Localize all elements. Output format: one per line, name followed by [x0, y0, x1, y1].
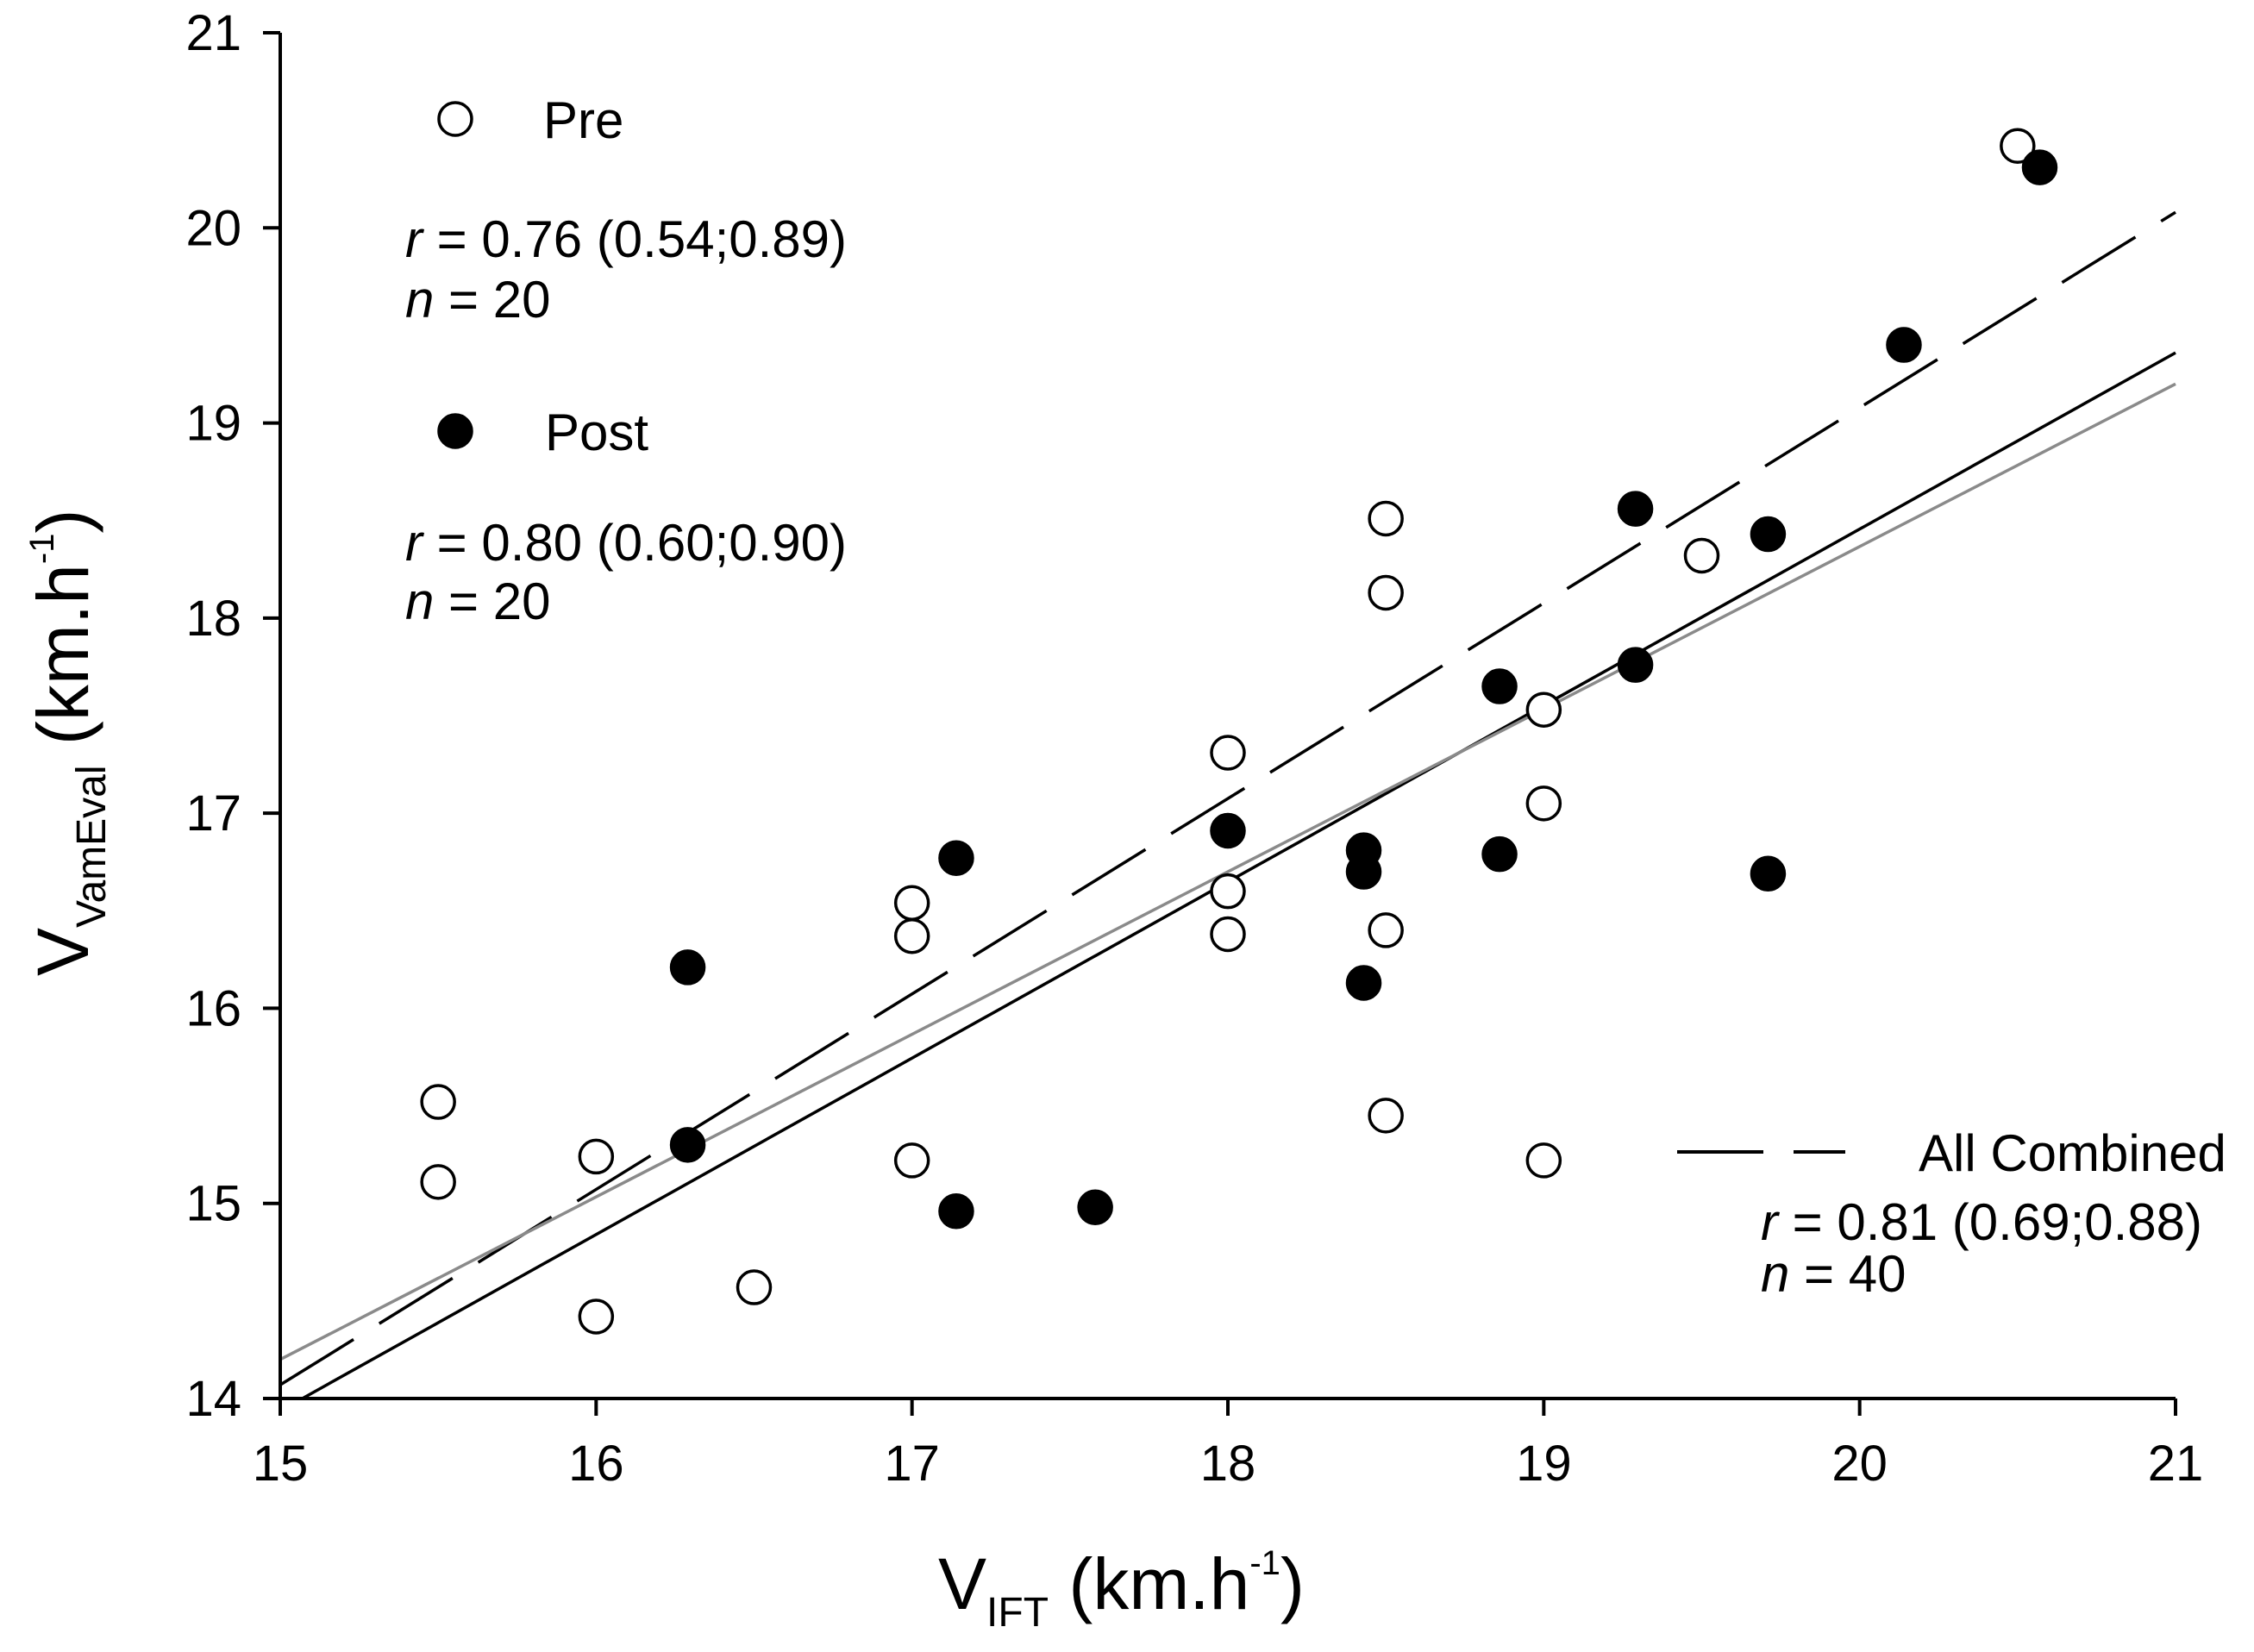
regression-lines	[279, 210, 2176, 1400]
x-axis-title: VIFT (km.h-1)	[938, 1543, 1305, 1636]
y-tick-label: 20	[185, 200, 241, 256]
x-tick-label: 21	[2148, 1436, 2204, 1492]
pre-data-point	[2000, 128, 2036, 164]
post-data-point	[1617, 491, 1654, 527]
y-tick-label: 17	[185, 785, 241, 842]
legend-pre-r-stat: r = 0.76 (0.54;0.89)	[405, 210, 847, 268]
legend-combined-n-stat: n = 40	[1761, 1245, 1907, 1303]
y-axis-title: VVamEval (km.h-1)	[22, 510, 115, 976]
legend-pre-marker	[437, 101, 473, 137]
pre-data-point	[1368, 1098, 1404, 1134]
pre-data-point	[893, 885, 930, 921]
post-data-point	[669, 1127, 706, 1163]
pre-data-point	[893, 1142, 930, 1179]
post-data-point	[1750, 516, 1787, 553]
legend-post-label: Post	[545, 404, 648, 461]
pre-data-point	[1525, 691, 1562, 728]
legend-post-marker	[437, 413, 473, 449]
regression-line-all-combined	[279, 382, 2176, 1361]
legend-post-r-stat: r = 0.80 (0.60;0.90)	[405, 514, 847, 572]
legend-post: Post r = 0.80 (0.60;0.90) n = 20	[405, 404, 847, 630]
post-data-point	[1345, 965, 1382, 1001]
y-tick-label: 16	[185, 980, 241, 1036]
pre-data-point	[893, 917, 930, 954]
post-data-point	[1481, 668, 1518, 704]
legend-combined-label: All Combined	[1919, 1124, 2226, 1182]
y-tick-label: 21	[185, 5, 241, 61]
post-data-point	[1345, 854, 1382, 890]
legend-post-n-stat: n = 20	[405, 573, 551, 630]
data-points	[420, 128, 2058, 1335]
pre-data-point	[1368, 500, 1404, 537]
x-tick-label: 16	[568, 1436, 624, 1492]
regression-line-post	[279, 210, 2176, 1386]
legend-combined-r-stat: r = 0.81 (0.69;0.88)	[1761, 1193, 2202, 1251]
y-tick-label: 18	[185, 591, 241, 647]
pre-data-point	[1368, 574, 1404, 611]
post-data-point	[1077, 1189, 1113, 1225]
x-tick-label: 18	[1200, 1436, 1256, 1492]
pre-data-point	[1210, 735, 1246, 771]
pre-data-point	[736, 1269, 773, 1305]
legend-pre: Pre r = 0.76 (0.54;0.89) n = 20	[405, 91, 847, 329]
post-data-point	[1210, 812, 1246, 849]
x-tick-label: 17	[884, 1436, 940, 1492]
pre-data-point	[578, 1138, 615, 1175]
x-tick-label: 15	[253, 1436, 309, 1492]
post-data-point	[1750, 855, 1787, 892]
y-tick-label: 14	[185, 1371, 241, 1427]
pre-data-point	[420, 1164, 456, 1200]
x-tick-label: 19	[1516, 1436, 1572, 1492]
post-data-point	[1481, 835, 1518, 873]
post-data-point	[1617, 647, 1654, 683]
post-data-point	[2021, 149, 2058, 185]
pre-data-point	[420, 1084, 456, 1120]
pre-data-point	[1525, 1142, 1562, 1179]
legend-pre-n-stat: n = 20	[405, 271, 551, 329]
y-tick-label: 15	[185, 1176, 241, 1232]
x-tick-label: 20	[1831, 1436, 1888, 1492]
y-tick-label: 19	[185, 396, 241, 452]
post-data-point	[938, 1193, 974, 1230]
pre-data-point	[1683, 537, 1720, 574]
pre-data-point	[1525, 785, 1562, 822]
pre-data-point	[578, 1298, 615, 1335]
pre-data-point	[1210, 873, 1246, 910]
post-data-point	[938, 840, 974, 876]
regression-line-pre	[301, 351, 2176, 1400]
pre-data-point	[1210, 916, 1246, 953]
pre-data-point	[1368, 912, 1404, 948]
post-data-point	[669, 949, 706, 986]
legend-combined: All Combined r = 0.81 (0.69;0.88) n = 40	[1677, 1124, 2226, 1303]
legend-pre-label: Pre	[543, 91, 623, 149]
post-data-point	[1886, 327, 1922, 363]
